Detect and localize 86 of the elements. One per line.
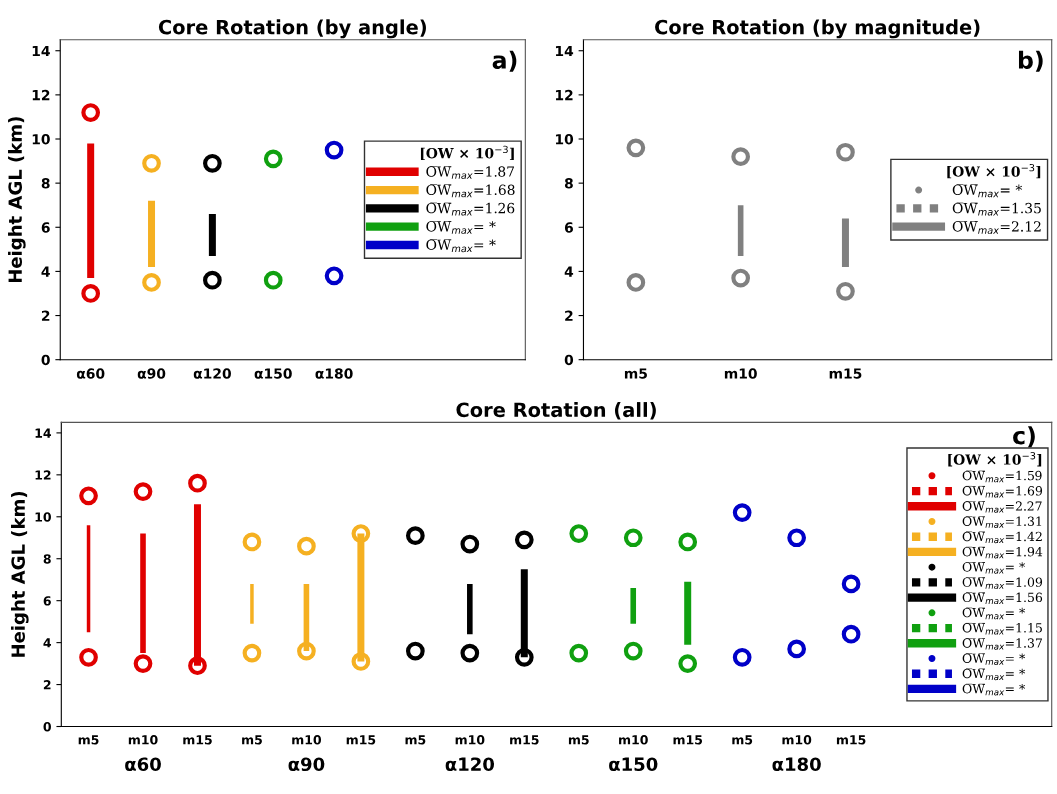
legend-label: O̅W̅$_{max}$=1.09 [962,577,1043,589]
x-tick-label: α120 [193,368,231,379]
y-tick-label: 4 [41,266,50,277]
legend-label: O̅W̅$_{max}$= * [426,220,496,234]
x-tick-label: m10 [455,735,485,745]
y-tick-label: 14 [32,45,50,57]
y-tick-label: 8 [43,554,51,564]
y-tick-label: 4 [564,266,574,277]
x-tick-label: m5 [624,368,647,379]
legend-label: O̅W̅$_{max}$=1.69 [962,485,1043,498]
legend-label: O̅W̅$_{max}$= * [962,668,1026,681]
y-tick-label: 8 [564,178,573,189]
x-tick-label: m15 [836,735,866,745]
legend-label: O̅W̅$_{max}$= * [952,184,1023,198]
y-tick-label: 14 [35,428,52,438]
text: α120 [445,757,495,772]
x-tick-label: m5 [78,735,99,745]
text: α60 [125,757,161,772]
y-tick-label: 0 [564,354,574,366]
y-tick-label: 4 [43,638,52,648]
x-tick-label: m15 [183,735,212,745]
x-tick-label: m10 [782,735,812,745]
y-tick-label: 0 [41,354,50,366]
y-tick-label: 2 [565,310,573,321]
legend-label: O̅W̅$_{max}$=1.31 [962,516,1042,528]
text: c) [1013,426,1035,448]
legend-label: O̅W̅$_{max}$= * [426,239,496,253]
y-tick-label: 6 [43,596,51,606]
x-tick-label: m10 [292,735,322,745]
chart-title: Core Rotation (by magnitude) [655,19,980,39]
x-tick-label: m15 [510,735,539,745]
text: b) [1018,50,1043,72]
y-tick-label: 6 [564,222,573,233]
y-tick-label: 0 [43,721,51,732]
x-tick-label: m10 [724,368,757,379]
y-tick-label: 10 [32,133,50,145]
x-tick-label: m5 [568,735,589,745]
legend-label: O̅W̅$_{max}$=1.15 [962,622,1042,635]
legend-label: O̅W̅$_{max}$=1.59 [962,470,1042,483]
x-tick-label: m15 [829,368,862,379]
text: α180 [772,757,821,772]
legend-title: [OW × 10$^{−3}$] [947,164,1041,179]
y-tick-label: 14 [555,45,574,57]
x-tick-label: m10 [619,735,648,745]
text: α90 [288,757,325,772]
legend-label: O̅W̅$_{max}$=1.94 [962,546,1043,559]
legend-label: O̅W̅$_{max}$=1.35 [952,202,1041,216]
text: a) [492,50,517,72]
text: α150 [609,757,658,772]
y-tick-label: 2 [41,310,50,321]
chart-title: Core Rotation (all) [456,402,656,420]
legend-label: O̅W̅$_{max}$=2.12 [952,220,1041,234]
x-tick-label: m10 [128,735,158,745]
legend-label: O̅W̅$_{max}$= * [962,653,1026,665]
x-tick-label: α60 [76,368,105,379]
legend-label: O̅W̅$_{max}$= * [962,683,1026,696]
legend-label: O̅W̅$_{max}$=1.26 [426,202,515,216]
legend-label: O̅W̅$_{max}$=1.42 [962,531,1042,544]
y-tick-label: 12 [35,470,51,480]
x-tick-label: m15 [346,735,376,745]
chart-title: Core Rotation (by angle) [158,19,426,39]
x-tick-label: α180 [315,368,353,379]
legend-label: O̅W̅$_{max}$= * [962,562,1026,574]
legend-title: [OW × 10$^{−3}$] [948,452,1042,467]
x-tick-label: m5 [405,735,426,745]
y-axis-title: Height AGL (km) [8,117,26,283]
y-axis-title: Height AGL (km) [11,491,29,657]
y-tick-label: 12 [555,89,573,101]
legend-title: [OW × 10$^{−3}$] [420,145,514,161]
y-tick-label: 10 [35,512,51,522]
x-tick-label: α90 [137,368,166,379]
x-tick-label: α150 [254,368,292,379]
y-tick-label: 8 [41,178,50,189]
y-tick-label: 2 [43,680,51,690]
x-tick-label: m5 [242,735,262,745]
legend-label: O̅W̅$_{max}$= * [962,607,1026,620]
y-tick-label: 12 [32,89,50,101]
legend-label: O̅W̅$_{max}$=2.27 [962,501,1042,513]
y-tick-label: 6 [41,222,50,233]
legend-label: O̅W̅$_{max}$=1.37 [962,638,1042,650]
x-tick-label: m15 [673,735,703,745]
y-tick-label: 10 [555,133,574,145]
legend-label: O̅W̅$_{max}$=1.68 [426,184,515,198]
x-tick-label: m5 [732,735,753,745]
legend-label: O̅W̅$_{max}$=1.87 [426,166,515,179]
legend-label: O̅W̅$_{max}$=1.56 [962,592,1043,605]
